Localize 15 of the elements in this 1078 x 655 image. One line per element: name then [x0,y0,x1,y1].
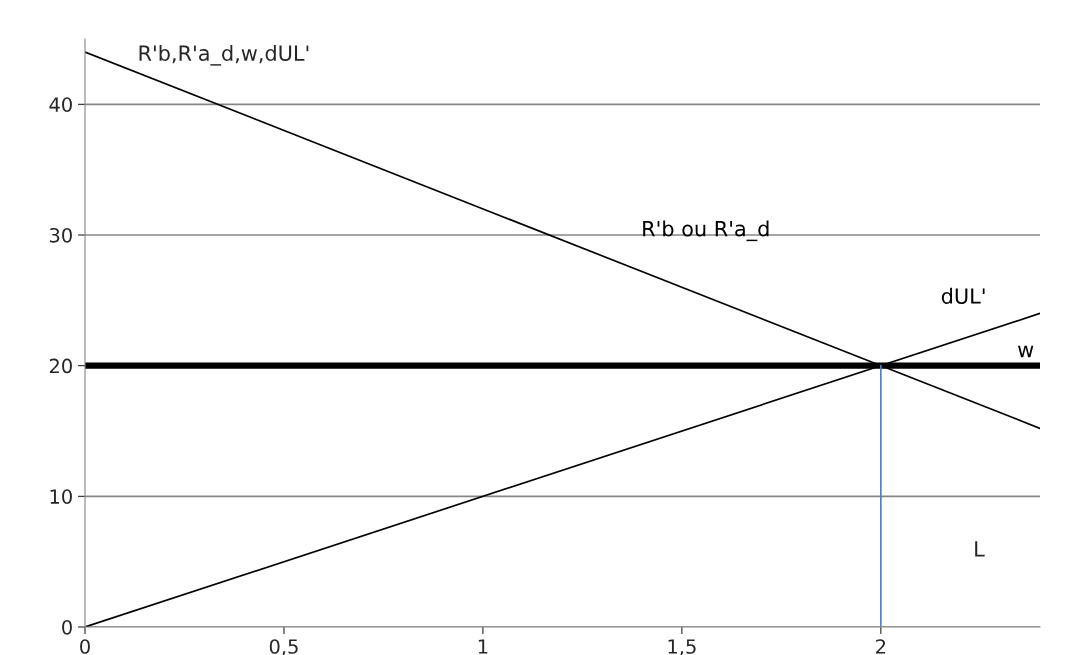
x-tick-label: 2 [876,639,886,654]
x-tick-label: 0 [80,639,90,654]
y-tick-label: 0 [62,619,72,635]
x-axis-title: L [975,541,985,557]
y-tick-label: 20 [49,358,72,374]
y-tick-label: 30 [49,227,72,243]
y-tick-label: 10 [50,489,72,504]
x-tick-label: 1,5 [668,639,696,655]
x-tick-label: 1 [478,639,488,654]
x-tick-label: 0,5 [269,639,298,655]
series-label: w [1018,345,1034,358]
series-label: dUL' [941,287,985,304]
series-label: R'b ou R'a_d [643,220,769,242]
y-tick-label: 40 [49,97,72,112]
y-axis-title: R'b,R'a_d,w,dUL' [139,44,309,66]
